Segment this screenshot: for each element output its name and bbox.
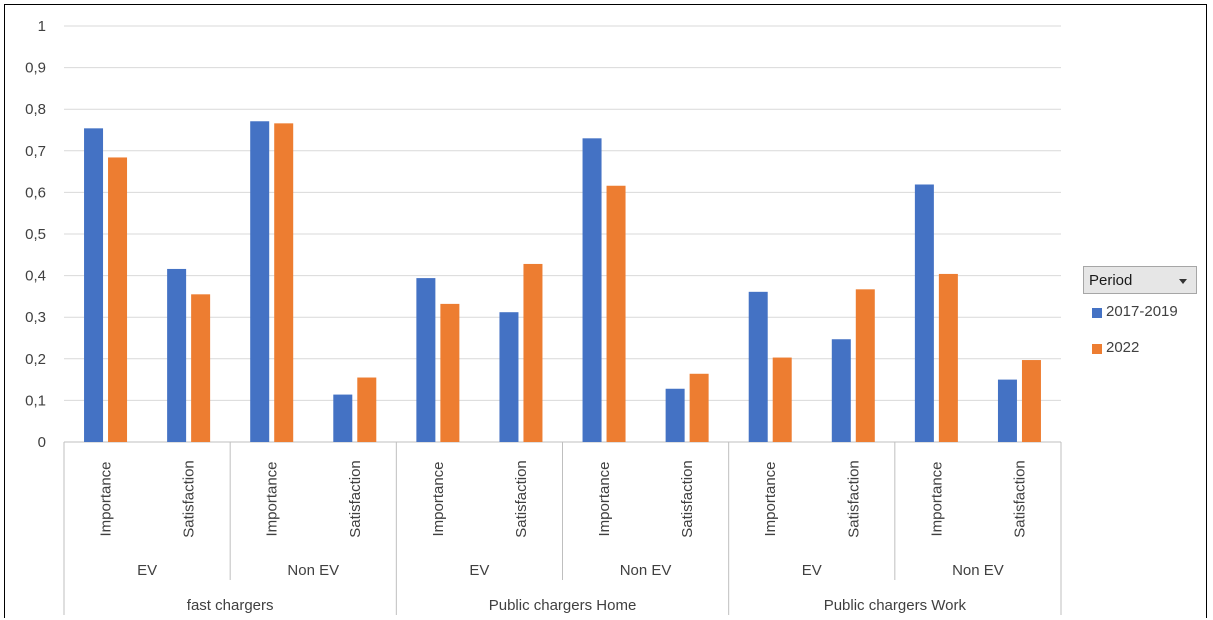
legend-header: Period [1089,272,1133,289]
y-tick-label: 0,3 [25,309,46,326]
bar [250,121,270,442]
bar [84,128,104,442]
bars [84,121,1041,443]
x-group-label: EV [802,562,822,579]
bar [108,157,128,442]
y-tick-label: 0,6 [25,184,46,201]
x-tick-label: Satisfaction [845,460,862,538]
bar [606,185,626,442]
x-group-label: EV [469,562,489,579]
legend-swatch-series-1 [1092,308,1102,318]
bar [938,273,958,442]
y-tick-label: 0,8 [25,101,46,118]
x-tick-label: Importance [430,461,447,536]
x-tick-label: Importance [264,461,281,536]
bar [665,388,685,442]
x-tick-label: Importance [596,461,613,536]
y-tick-label: 0 [38,434,46,451]
bar [274,123,294,443]
x-tick-label: Importance [928,461,945,536]
y-tick-label: 0,2 [25,351,46,368]
bar [191,294,211,442]
dropdown-arrow-icon [1179,279,1187,284]
bar [689,373,709,442]
gridlines [64,25,1061,443]
bar [357,377,377,442]
x-tick-label: Satisfaction [181,460,198,538]
x-tick-label: Satisfaction [1011,460,1028,538]
x-tick-label: Satisfaction [679,460,696,538]
bar [440,303,460,442]
x-tick-label: Satisfaction [347,460,364,538]
bar [855,289,875,442]
x-tick-label: Importance [762,461,779,536]
bar [1021,360,1041,442]
legend-period-filter-button[interactable]: Period [1083,266,1197,294]
x-group-label: EV [137,562,157,579]
x-axis: Importance Satisfaction Importance Satisfac… [63,442,1062,615]
bar [499,312,519,442]
x-group-label: Non EV [620,562,672,579]
bar [914,184,934,442]
bar [333,394,353,442]
bar [997,379,1017,442]
y-tick-label: 1 [38,18,46,35]
x-category-label: Public chargers Work [824,597,967,614]
x-group-label: Non EV [952,562,1004,579]
y-tick-label: 0,9 [25,60,46,77]
y-tick-label: 0,4 [25,268,46,285]
y-axis-ticks: 0 0,1 0,2 0,3 0,4 0,5 0,6 0,7 0,8 0,9 1 [25,18,46,451]
x-tick-label: Importance [98,461,115,536]
chart-frame [4,4,1207,618]
bar [772,357,792,442]
x-category-label: Public chargers Home [489,597,637,614]
bar [582,138,602,442]
legend-label-series-1: 2017-2019 [1106,303,1178,320]
bar [831,339,851,442]
x-category-label: fast chargers [187,597,274,614]
y-tick-label: 0,1 [25,392,46,409]
legend-label-series-2: 2022 [1106,339,1140,356]
y-tick-label: 0,7 [25,143,46,160]
y-tick-label: 0,5 [25,226,46,243]
x-group-label: Non EV [287,562,339,579]
bar [523,263,543,442]
legend-swatch-series-2 [1092,344,1102,354]
bar [167,268,187,442]
bar [748,291,768,442]
bar [416,278,436,442]
x-tick-label: Satisfaction [513,460,530,538]
